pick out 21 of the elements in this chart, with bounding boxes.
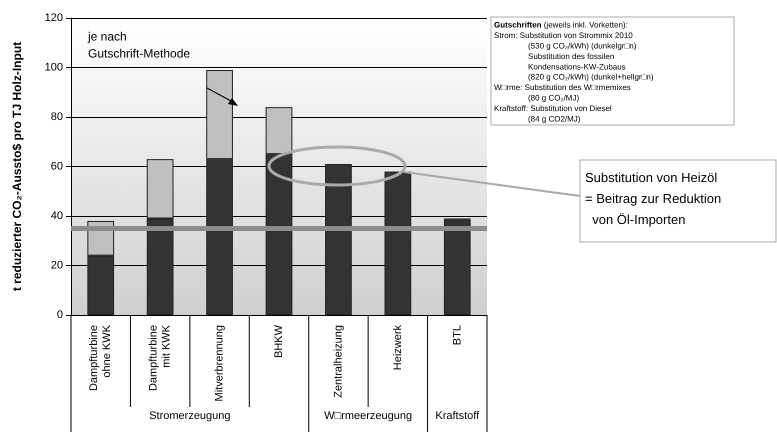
x-tick-label: Dampfturbine mit KWK (148, 324, 173, 392)
y-tick-label: 120 (44, 12, 63, 24)
annotation: je nach Gutschrift-Methode (87, 30, 190, 60)
y-tick-label: 60 (50, 160, 63, 172)
y-tick-label: 20 (50, 260, 63, 272)
x-tick-label: Heizwerk (392, 324, 404, 370)
x-tick-label: Mitverbrennung (214, 325, 226, 402)
x-tick-label: Zentralheizung (332, 325, 344, 398)
y-tick-label: 40 (50, 210, 63, 222)
y-tick-label: 100 (44, 62, 63, 74)
text: W□rmeerzeugung (324, 410, 412, 422)
x-tick-label: BTL (451, 325, 464, 346)
text: Gutschriften (jeweils inkl. Vorketten): Strom: Substitution von Strommix 2010 (530 g CO₂/kWh) (dunkelgr□n) Substitution des fossilen Kondensations-KW-Zubaus (820 g CO₂/kWh) (dunkel+hellgr□n) W□rme: Substitution des W□rmemixes (80 g CO₂/MJ) Kraftstoff: Substitution von Diesel (84 g CO2/MJ) (494, 20, 654, 124)
text: Kraftstoff (435, 410, 480, 422)
y-tick-label: 80 (50, 111, 63, 123)
x-tick-label: BHKW (273, 324, 285, 358)
text: Stromerzeugung (149, 410, 231, 422)
x-tick-label: Dampfturbine ohne KWK (88, 324, 114, 392)
y-tick-label: 0 (56, 309, 63, 321)
y-axis-title: t reduzierter CO₂-Aussto$ pro TJ Holz-Input (10, 42, 24, 292)
text: Substitution von Heizöl = Beitrag zur Reduktion von Öl-Importen (585, 170, 722, 227)
